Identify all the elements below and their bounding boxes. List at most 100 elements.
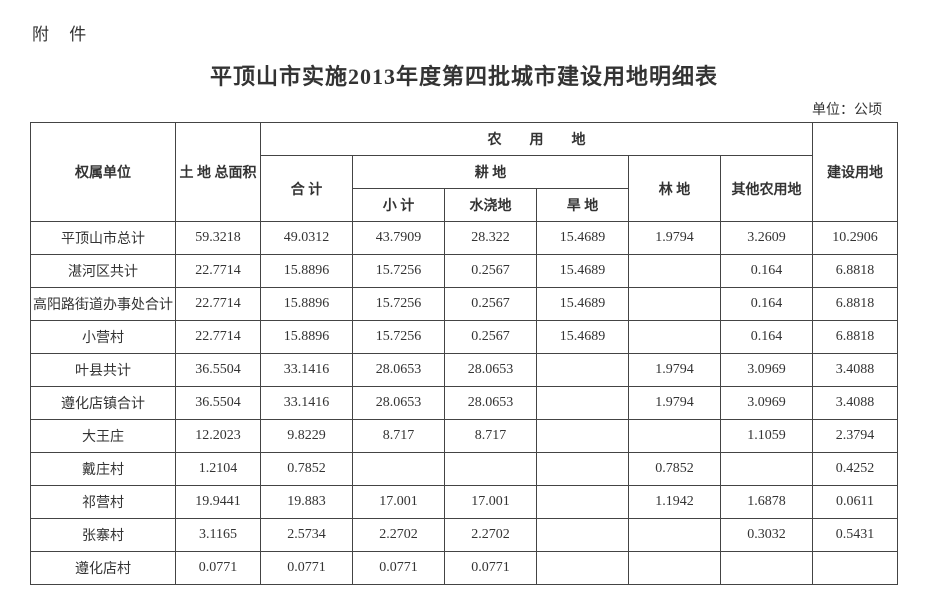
cell-irrig: 0.2567 — [445, 321, 537, 354]
cell-cult_sub: 0.0771 — [353, 552, 445, 585]
cell-total: 12.2023 — [176, 420, 261, 453]
header-forest: 林 地 — [629, 156, 721, 222]
cell-other: 1.6878 — [721, 486, 813, 519]
cell-dry — [537, 552, 629, 585]
header-cultivated-subtotal: 小 计 — [353, 189, 445, 222]
header-ownership-unit: 权属单位 — [31, 123, 176, 222]
table-row: 平顶山市总计59.321849.031243.790928.32215.4689… — [31, 222, 898, 255]
cell-cult_sub: 28.0653 — [353, 354, 445, 387]
cell-constr: 6.8818 — [813, 288, 898, 321]
cell-total: 59.3218 — [176, 222, 261, 255]
cell-cult_sub: 15.7256 — [353, 321, 445, 354]
table-body: 平顶山市总计59.321849.031243.790928.32215.4689… — [31, 222, 898, 585]
cell-constr: 6.8818 — [813, 255, 898, 288]
cell-total: 0.0771 — [176, 552, 261, 585]
cell-constr: 3.4088 — [813, 354, 898, 387]
cell-total: 19.9441 — [176, 486, 261, 519]
cell-name: 戴庄村 — [31, 453, 176, 486]
cell-name: 祁营村 — [31, 486, 176, 519]
cell-agri_sub: 0.7852 — [261, 453, 353, 486]
header-total-area: 土 地 总面积 — [176, 123, 261, 222]
cell-irrig: 2.2702 — [445, 519, 537, 552]
table-row: 叶县共计36.550433.141628.065328.06531.97943.… — [31, 354, 898, 387]
cell-cult_sub: 43.7909 — [353, 222, 445, 255]
cell-other: 0.164 — [721, 288, 813, 321]
cell-agri_sub: 33.1416 — [261, 354, 353, 387]
table-row: 小营村22.771415.889615.72560.256715.46890.1… — [31, 321, 898, 354]
cell-cult_sub: 15.7256 — [353, 288, 445, 321]
cell-dry: 15.4689 — [537, 288, 629, 321]
cell-forest: 0.7852 — [629, 453, 721, 486]
header-irrigated: 水浇地 — [445, 189, 537, 222]
table-row: 遵化店村0.07710.07710.07710.0771 — [31, 552, 898, 585]
header-construction-land: 建设用地 — [813, 123, 898, 222]
table-row: 张寨村3.11652.57342.27022.27020.30320.5431 — [31, 519, 898, 552]
cell-constr: 0.5431 — [813, 519, 898, 552]
cell-dry — [537, 354, 629, 387]
cell-constr: 10.2906 — [813, 222, 898, 255]
cell-irrig: 17.001 — [445, 486, 537, 519]
cell-dry — [537, 387, 629, 420]
cell-cult_sub — [353, 453, 445, 486]
cell-other: 1.1059 — [721, 420, 813, 453]
cell-dry — [537, 420, 629, 453]
cell-total: 22.7714 — [176, 321, 261, 354]
cell-forest: 1.9794 — [629, 354, 721, 387]
cell-agri_sub: 2.5734 — [261, 519, 353, 552]
cell-cult_sub: 8.717 — [353, 420, 445, 453]
table-row: 大王庄12.20239.82298.7178.7171.10592.3794 — [31, 420, 898, 453]
cell-cult_sub: 2.2702 — [353, 519, 445, 552]
header-agri-subtotal: 合 计 — [261, 156, 353, 222]
cell-cult_sub: 15.7256 — [353, 255, 445, 288]
cell-forest — [629, 552, 721, 585]
cell-irrig: 0.0771 — [445, 552, 537, 585]
land-detail-table: 权属单位 土 地 总面积 农 用 地 建设用地 合 计 耕 地 林 地 其他农用… — [30, 122, 898, 585]
cell-irrig — [445, 453, 537, 486]
cell-other: 3.2609 — [721, 222, 813, 255]
cell-other — [721, 453, 813, 486]
cell-dry: 15.4689 — [537, 321, 629, 354]
cell-total: 22.7714 — [176, 255, 261, 288]
cell-dry — [537, 486, 629, 519]
cell-constr: 0.4252 — [813, 453, 898, 486]
cell-irrig: 0.2567 — [445, 288, 537, 321]
cell-total: 36.5504 — [176, 354, 261, 387]
cell-forest — [629, 420, 721, 453]
cell-dry: 15.4689 — [537, 255, 629, 288]
cell-constr: 0.0611 — [813, 486, 898, 519]
cell-dry — [537, 453, 629, 486]
cell-total: 1.2104 — [176, 453, 261, 486]
cell-other: 3.0969 — [721, 387, 813, 420]
cell-name: 平顶山市总计 — [31, 222, 176, 255]
cell-irrig: 0.2567 — [445, 255, 537, 288]
cell-total: 22.7714 — [176, 288, 261, 321]
cell-agri_sub: 15.8896 — [261, 255, 353, 288]
cell-name: 叶县共计 — [31, 354, 176, 387]
table-header: 权属单位 土 地 总面积 农 用 地 建设用地 合 计 耕 地 林 地 其他农用… — [31, 123, 898, 222]
header-agricultural-land: 农 用 地 — [261, 123, 813, 156]
table-row: 高阳路街道办事处合计22.771415.889615.72560.256715.… — [31, 288, 898, 321]
cell-irrig: 28.0653 — [445, 387, 537, 420]
table-row: 祁营村19.944119.88317.00117.0011.19421.6878… — [31, 486, 898, 519]
table-row: 湛河区共计22.771415.889615.72560.256715.46890… — [31, 255, 898, 288]
table-row: 戴庄村1.21040.78520.78520.4252 — [31, 453, 898, 486]
cell-name: 遵化店村 — [31, 552, 176, 585]
cell-agri_sub: 0.0771 — [261, 552, 353, 585]
unit-label: 单位：公顷 — [30, 99, 898, 119]
cell-other: 0.164 — [721, 321, 813, 354]
header-cultivated-land: 耕 地 — [353, 156, 629, 189]
cell-name: 湛河区共计 — [31, 255, 176, 288]
cell-forest: 1.9794 — [629, 387, 721, 420]
header-other-agri: 其他农用地 — [721, 156, 813, 222]
cell-name: 大王庄 — [31, 420, 176, 453]
cell-cult_sub: 17.001 — [353, 486, 445, 519]
cell-name: 小营村 — [31, 321, 176, 354]
cell-forest: 1.9794 — [629, 222, 721, 255]
attachment-label: 附 件 — [32, 20, 898, 45]
cell-cult_sub: 28.0653 — [353, 387, 445, 420]
cell-agri_sub: 9.8229 — [261, 420, 353, 453]
cell-constr: 6.8818 — [813, 321, 898, 354]
cell-agri_sub: 33.1416 — [261, 387, 353, 420]
cell-agri_sub: 19.883 — [261, 486, 353, 519]
table-row: 遵化店镇合计36.550433.141628.065328.06531.9794… — [31, 387, 898, 420]
